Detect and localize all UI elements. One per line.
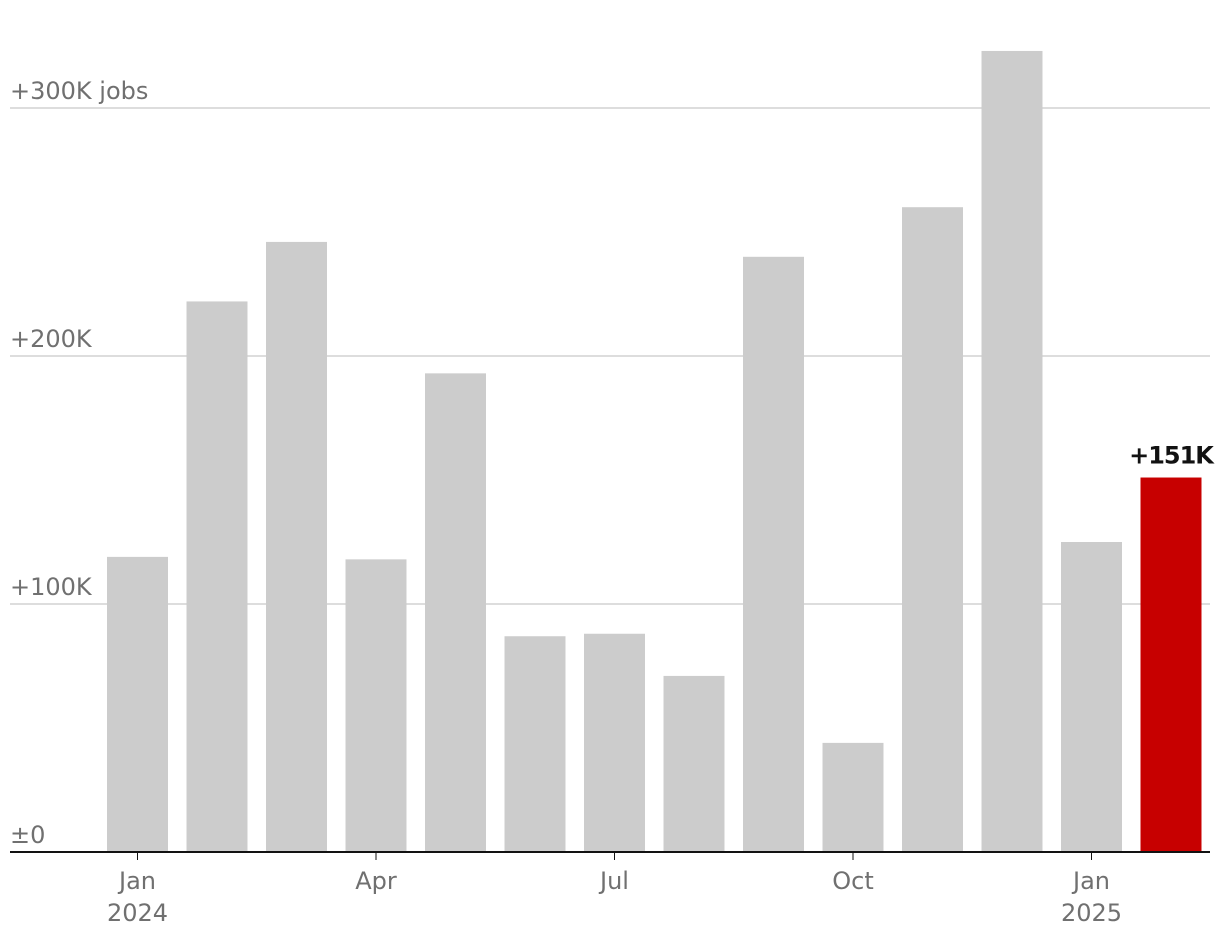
bar [663,675,725,852]
x-tick-label: Jan [117,867,156,895]
bar [107,556,168,852]
x-tick-year: 2024 [107,899,168,927]
x-tick-label: Oct [832,867,874,895]
x-tick-year: 2025 [1061,899,1122,927]
y-tick-label: +100K [10,573,93,601]
x-tick-label: Jul [598,867,629,895]
bar [584,633,645,852]
bar [981,50,1043,852]
bar [425,373,486,852]
value-label: +151K [1129,442,1215,470]
bar [186,301,248,852]
bar [345,559,407,852]
bar [902,207,963,852]
y-tick-label: ±0 [10,821,45,849]
x-tick-label: Apr [355,867,397,895]
y-tick-label: +300K jobs [10,77,148,105]
bar [504,636,566,852]
bar [822,742,884,852]
x-tick-label: Jan [1071,867,1110,895]
bar [743,256,804,852]
bar [266,241,327,853]
bar [1140,477,1202,852]
y-tick-label: +200K [10,325,93,353]
bar [1061,542,1122,852]
